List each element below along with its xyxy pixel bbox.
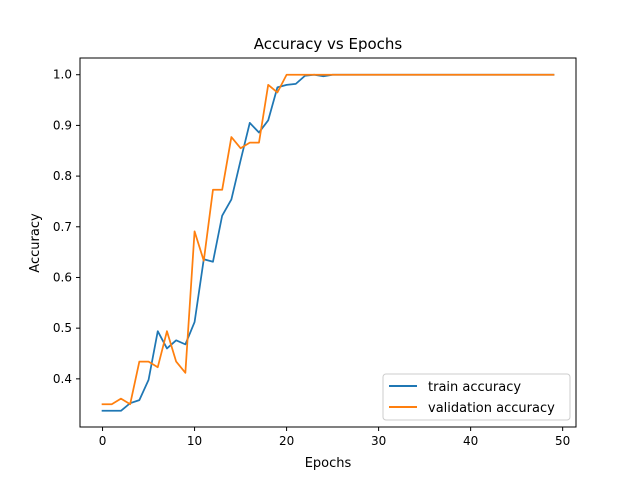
y-tick-label: 0.9 (53, 118, 72, 132)
y-tick-label: 1.0 (53, 68, 72, 82)
x-tick-label: 40 (463, 434, 478, 448)
series-line-validation (101, 73, 555, 406)
x-tick-label: 30 (371, 434, 386, 448)
y-tick-label: 0.8 (53, 169, 72, 183)
plot-frame (79, 57, 577, 428)
y-tick-label: 0.7 (53, 220, 72, 234)
legend-box (382, 373, 571, 421)
y-axis-label: Accuracy (28, 213, 43, 273)
legend-label-validation: validation accuracy (428, 401, 555, 416)
series-lines (101, 73, 555, 412)
chart-title: Accuracy vs Epochs (254, 35, 403, 53)
y-tick-label: 0.6 (53, 270, 72, 284)
x-axis-label: Epochs (305, 456, 352, 471)
y-tick-label: 0.5 (53, 321, 72, 335)
legend-label-train: train accuracy (428, 380, 521, 395)
x-tick-label: 20 (279, 434, 294, 448)
y-tick-label: 0.4 (53, 372, 72, 386)
legend: train accuracy validation accuracy (382, 373, 571, 421)
x-tick-label: 50 (555, 434, 570, 448)
x-axis-ticks: 0 10 20 30 40 50 (99, 427, 570, 448)
x-tick-label: 0 (99, 434, 107, 448)
x-tick-label: 10 (187, 434, 202, 448)
y-axis-ticks: 0.4 0.5 0.6 0.7 0.8 0.9 1.0 (53, 68, 80, 386)
